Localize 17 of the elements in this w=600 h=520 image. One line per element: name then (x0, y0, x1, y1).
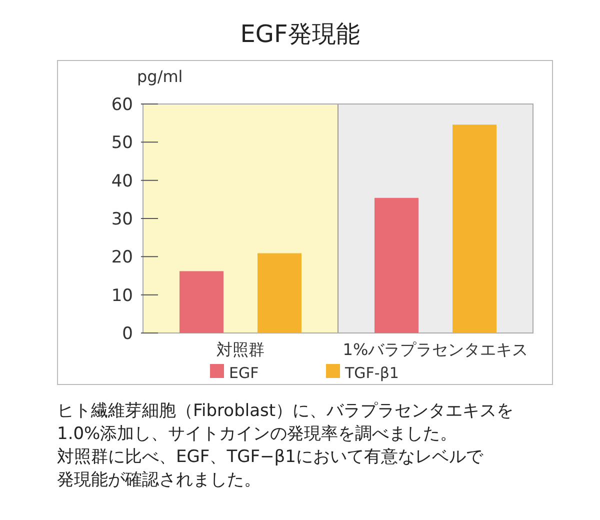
chart-title: EGF発現能 (240, 20, 360, 48)
text: 対照群に比べ、EGF、TGF−β1において有意なレベルで (57, 447, 484, 467)
text: 発現能が確認されました。 (57, 470, 261, 490)
x-tick-label: 対照群 (216, 340, 264, 359)
legend-label: EGF (229, 364, 259, 382)
y-tick-label: 0 (122, 324, 133, 344)
y-tick-label: 30 (111, 210, 133, 230)
legend-label: TGF-β1 (344, 364, 399, 382)
y-tick-label: 10 (111, 286, 133, 306)
y-tick-label: 60 (111, 95, 133, 115)
x-tick-label: 1%バラプラセンタエキス (342, 340, 528, 359)
text: ヒト繊維芽細胞（Fibroblast）に、バラプラセンタエキスを (57, 401, 514, 421)
y-tick-label: 50 (111, 133, 133, 154)
text: 1.0%添加し、サイトカインの発現率を調べました。 (57, 424, 458, 444)
y-tick-label: 40 (111, 171, 133, 192)
y-axis-title: pg/ml (137, 67, 183, 86)
y-tick-label: 20 (111, 248, 133, 268)
